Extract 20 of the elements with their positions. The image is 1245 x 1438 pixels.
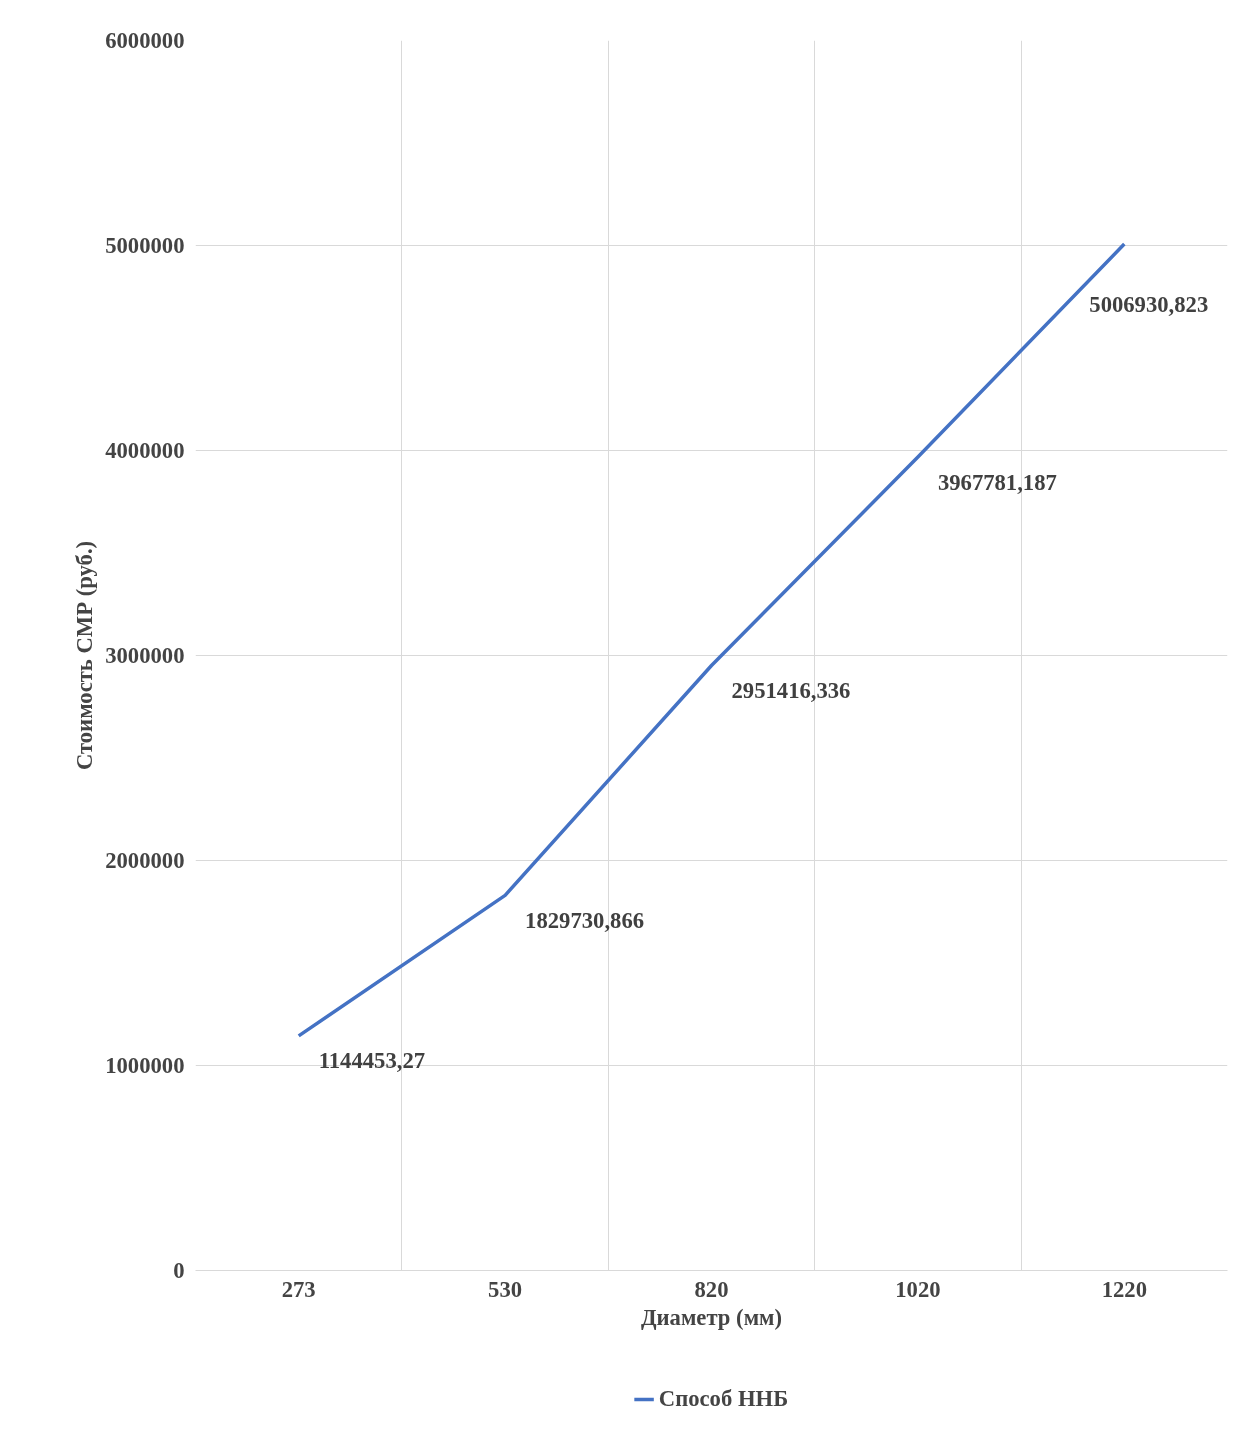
y-axis-title: Стоимость СМР (руб.) [72,540,98,771]
x-axis-title: Диаметр (мм) [640,1304,783,1330]
y-tick-label: 3000000 [105,643,185,668]
x-tick-label: 1020 [895,1276,941,1302]
data-label: 1829730,866 [525,907,645,933]
y-tick-label: 4000000 [105,438,185,463]
data-label: 5006930,823 [1089,291,1209,317]
y-tick-label: 0 [173,1258,185,1283]
data-label: 2951416,336 [731,677,851,703]
data-label: 1144453,27 [318,1048,426,1074]
data-label: 3967781,187 [937,469,1057,495]
y-tick-label: 5000000 [105,233,185,258]
y-tick-label: 2000000 [105,848,185,873]
y-tick-label: 1000000 [105,1053,185,1078]
x-tick-label: 530 [488,1276,523,1302]
x-tick-label: 1220 [1101,1276,1147,1302]
legend-label: Способ ННБ [658,1386,789,1412]
y-tick-label: 6000000 [105,28,185,53]
x-tick-label: 273 [281,1276,316,1302]
x-tick-label: 820 [694,1276,729,1302]
